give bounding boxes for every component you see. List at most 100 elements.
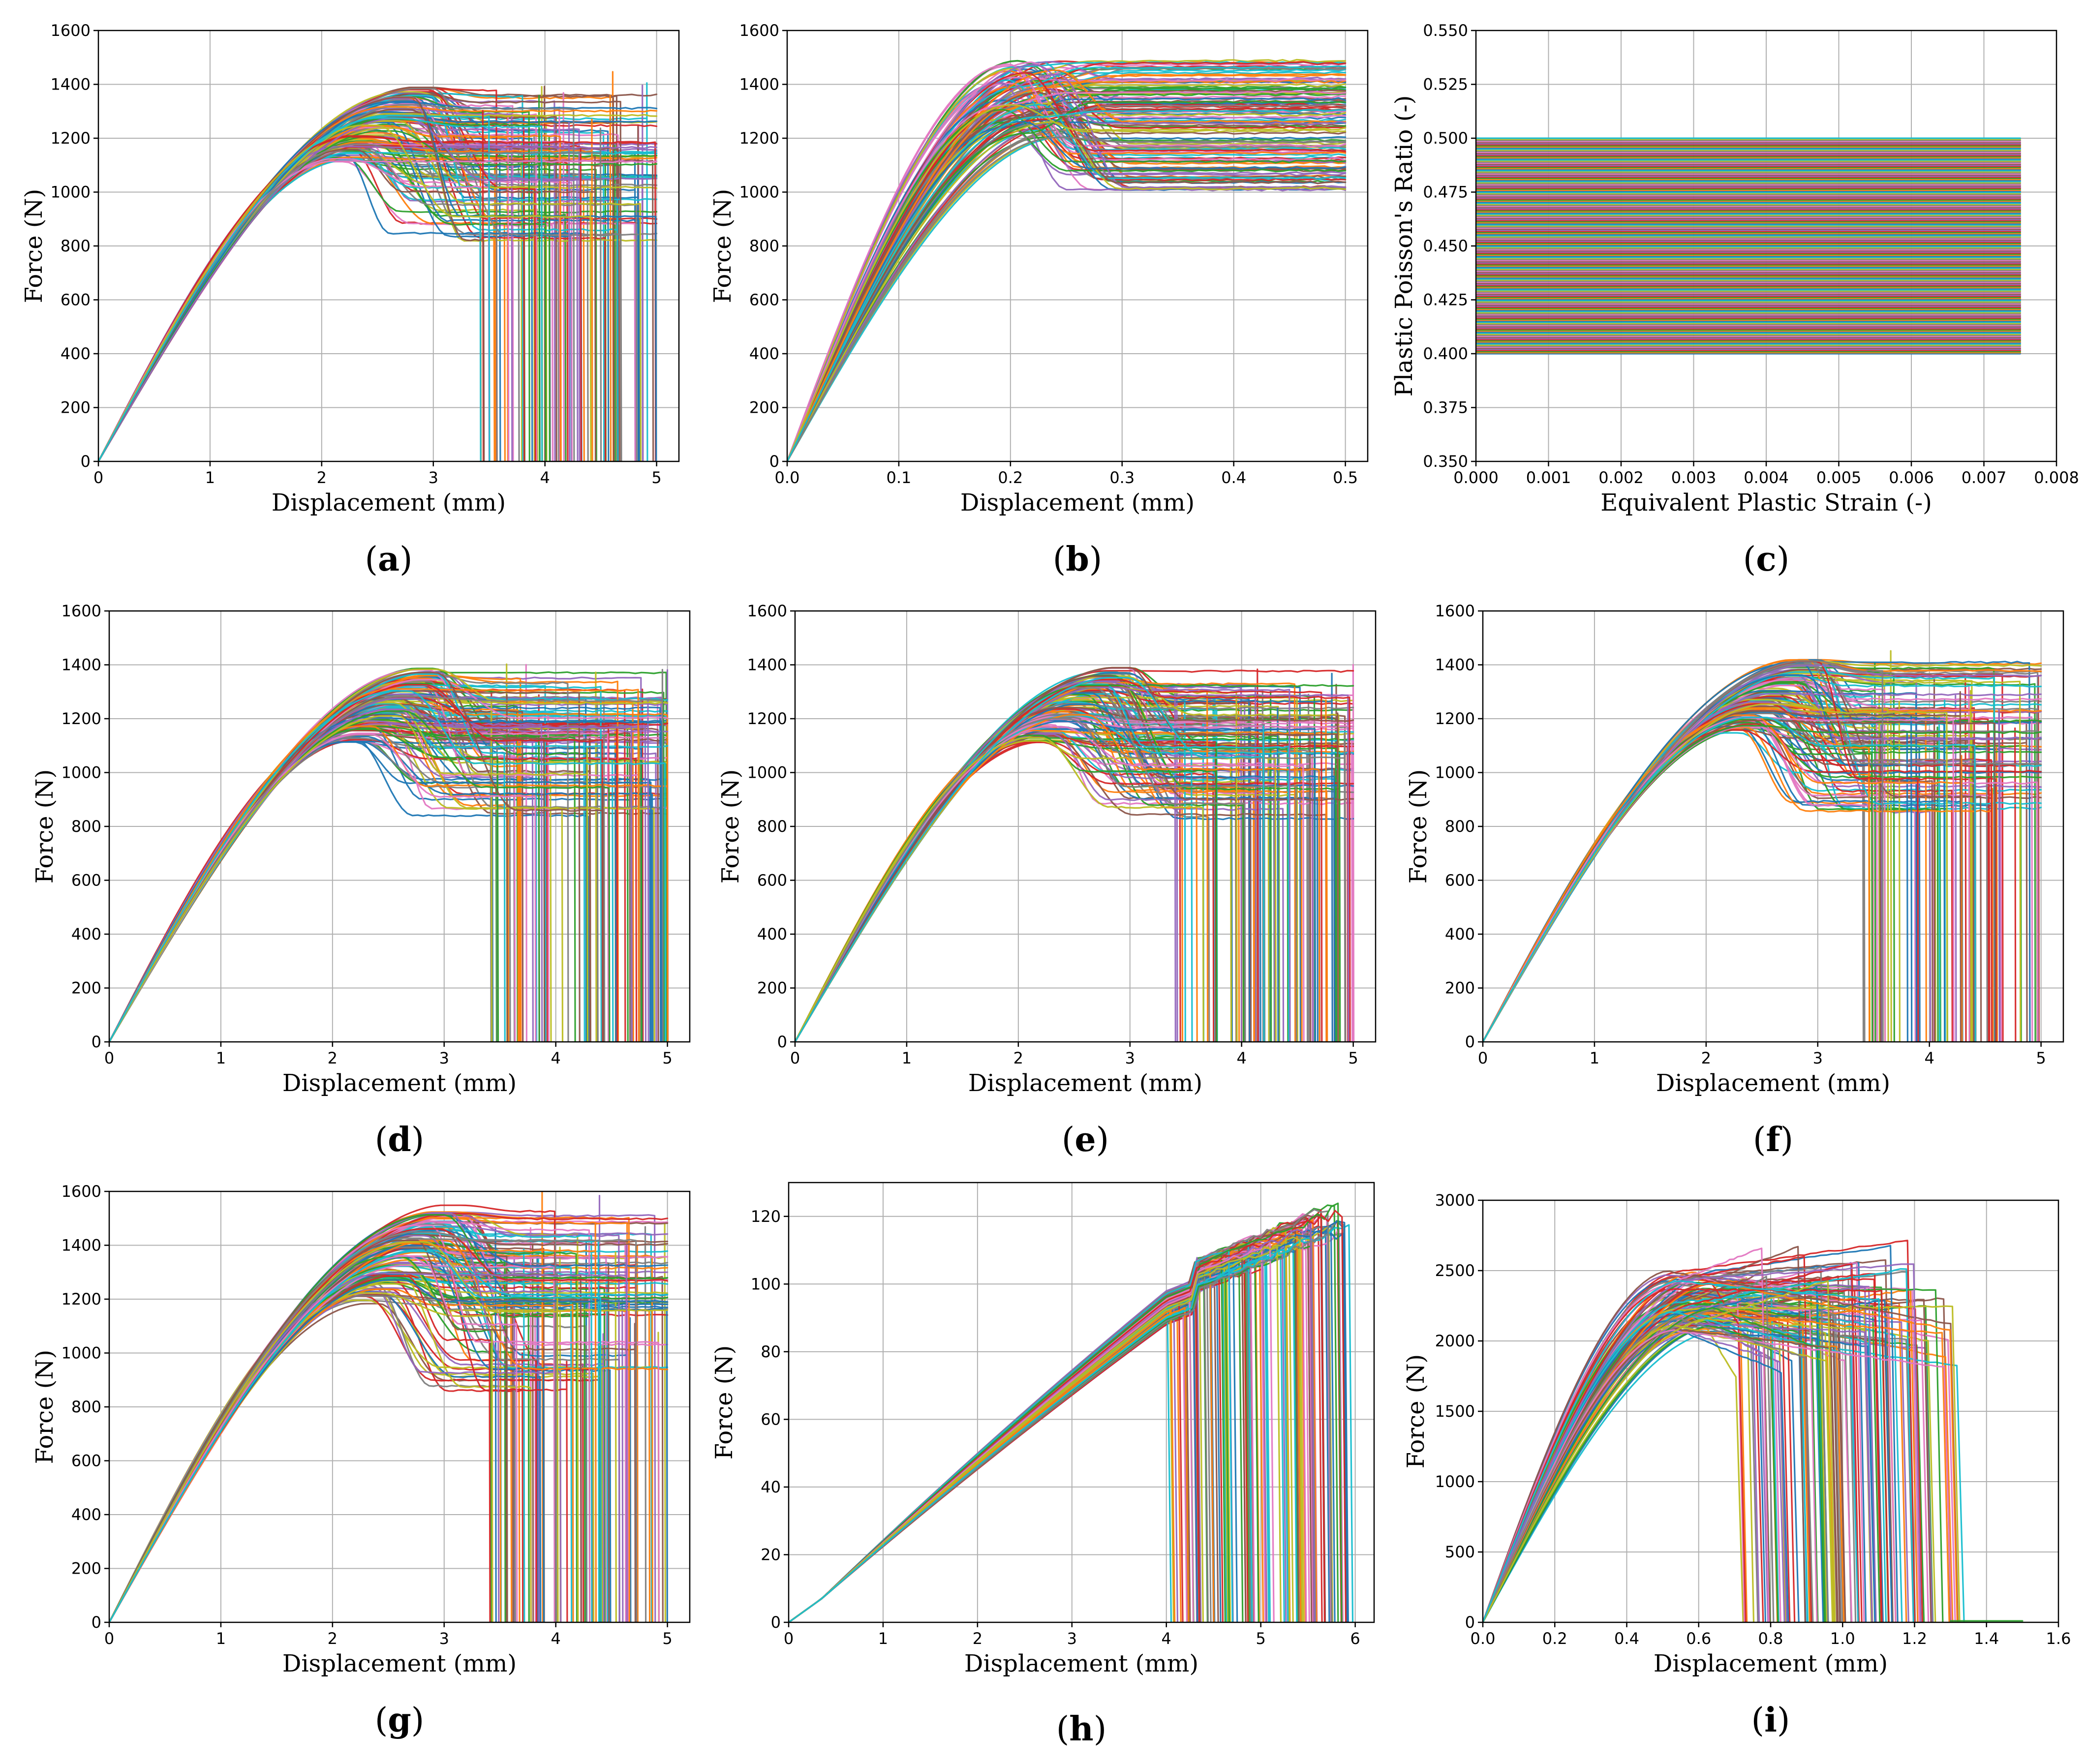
- series-line: [787, 61, 1347, 461]
- x-tick-label: 4: [551, 1049, 561, 1067]
- y-tick-label: 600: [61, 291, 91, 309]
- x-tick-label: 0.0: [1471, 1629, 1496, 1648]
- series-line: [795, 740, 1277, 1042]
- series-line: [109, 709, 540, 1042]
- y-tick-label: 1000: [747, 763, 787, 782]
- y-tick-label: 0.375: [1423, 398, 1468, 417]
- series-line: [109, 1287, 624, 1622]
- x-tick-label: 3: [439, 1629, 449, 1648]
- series-line: [1483, 1270, 1959, 1622]
- panel-label: (e): [1062, 1120, 1109, 1159]
- y-tick-label: 60: [761, 1410, 781, 1429]
- y-tick-label: 0.400: [1423, 344, 1468, 363]
- series-line: [109, 1226, 647, 1622]
- y-tick-label: 1600: [61, 602, 101, 620]
- series-line: [109, 1239, 669, 1622]
- x-tick-label: 3: [439, 1049, 449, 1067]
- series-group: [1483, 650, 2042, 1042]
- series-line: [109, 720, 543, 1042]
- x-axis-title: Displacement (mm): [964, 1650, 1198, 1677]
- y-tick-label: 0.500: [1423, 129, 1468, 148]
- series-line: [1483, 720, 2042, 1042]
- series-line: [787, 104, 1347, 461]
- x-tick-label: 3: [1813, 1049, 1823, 1067]
- x-tick-label: 4: [1237, 1049, 1247, 1067]
- series-line: [1483, 1329, 1952, 1622]
- x-tick-label: 5: [662, 1629, 672, 1648]
- series-line: [109, 715, 589, 1042]
- x-tick-label: 1: [216, 1629, 226, 1648]
- y-axis-title: Force (N): [717, 769, 744, 884]
- x-tick-label: 0: [93, 468, 103, 487]
- series-line: [109, 690, 667, 1042]
- x-tick-label: 0.003: [1671, 468, 1717, 487]
- panel-label: (d): [375, 1120, 425, 1159]
- series-line: [787, 136, 1347, 461]
- y-axis-title: Force (N): [1405, 769, 1432, 884]
- y-tick-label: 800: [71, 1398, 101, 1416]
- series-line: [1483, 1280, 1887, 1622]
- series-line: [1483, 669, 1982, 1042]
- series-line: [98, 159, 482, 461]
- series-line: [109, 714, 538, 1042]
- y-tick-label: 1400: [1435, 656, 1475, 674]
- x-tick-label: 1: [216, 1049, 226, 1067]
- y-tick-label: 1000: [61, 1344, 101, 1363]
- y-tick-label: 1200: [61, 1290, 101, 1308]
- y-axis-title: Force (N): [1402, 1354, 1430, 1469]
- series-line: [795, 667, 1339, 1042]
- series-line: [109, 1231, 638, 1622]
- x-tick-label: 0.5: [1333, 468, 1358, 487]
- series-line: [109, 730, 631, 1042]
- series-line: [109, 1288, 524, 1622]
- chart-panel-a: 0 1 2 3 4 5 0 200 400 600 800 1000 1200 1400 1600 Displ…: [20, 21, 680, 579]
- panel-label: (a): [365, 540, 412, 579]
- y-tick-label: 800: [1445, 817, 1475, 836]
- y-tick-label: 1000: [1435, 763, 1475, 782]
- series-line: [1483, 721, 2042, 1042]
- series-line: [1483, 707, 1976, 1042]
- chart-panel-d: 0 1 2 3 4 5 0 200 400 600 800 1000 1200 1400 1600 Displ…: [31, 602, 691, 1159]
- x-tick-label: 1.2: [1902, 1629, 1927, 1648]
- x-tick-label: 5: [1348, 1049, 1358, 1067]
- series-line: [787, 63, 1347, 461]
- y-tick-label: 1200: [739, 129, 779, 148]
- x-tick-label: 0.001: [1526, 468, 1571, 487]
- x-axis-title: Displacement (mm): [968, 1069, 1202, 1097]
- y-tick-label: 400: [61, 344, 91, 363]
- chart-panel-f: 0 1 2 3 4 5 0 200 400 600 800 1000 1200 1400 1600 Displ…: [1405, 602, 2064, 1159]
- series-line: [1483, 725, 2042, 1042]
- y-tick-label: 20: [761, 1545, 781, 1564]
- y-tick-label: 1600: [51, 21, 91, 40]
- x-tick-label: 0.008: [2034, 468, 2079, 487]
- series-line: [1483, 1288, 1890, 1622]
- y-tick-label: 2000: [1435, 1332, 1475, 1350]
- y-tick-label: 0.450: [1423, 237, 1468, 255]
- y-tick-label: 1500: [1435, 1402, 1475, 1421]
- x-tick-label: 3: [1067, 1629, 1077, 1648]
- series-line: [98, 145, 658, 461]
- series-line: [789, 1219, 1318, 1622]
- series-group: [1476, 137, 2021, 355]
- y-tick-label: 1600: [747, 602, 787, 620]
- x-tick-label: 1: [878, 1629, 888, 1648]
- x-tick-label: 4: [551, 1629, 561, 1648]
- series-line: [1483, 1318, 1814, 1622]
- x-tick-label: 0: [104, 1049, 114, 1067]
- series-line: [1483, 717, 1955, 1042]
- x-tick-label: 1.6: [2046, 1629, 2071, 1648]
- y-tick-label: 1400: [739, 75, 779, 94]
- x-tick-label: 5: [662, 1049, 672, 1067]
- y-tick-label: 1400: [61, 1236, 101, 1255]
- series-line: [787, 89, 1347, 461]
- series-line: [795, 727, 1314, 1042]
- x-tick-label: 0.006: [1889, 468, 1934, 487]
- series-line: [795, 709, 1303, 1042]
- series-line: [787, 91, 1347, 461]
- series-line: [787, 109, 1347, 461]
- x-tick-label: 1: [205, 468, 215, 487]
- x-tick-label: 2: [973, 1629, 982, 1648]
- x-axis-title: Displacement (mm): [1654, 1650, 1888, 1677]
